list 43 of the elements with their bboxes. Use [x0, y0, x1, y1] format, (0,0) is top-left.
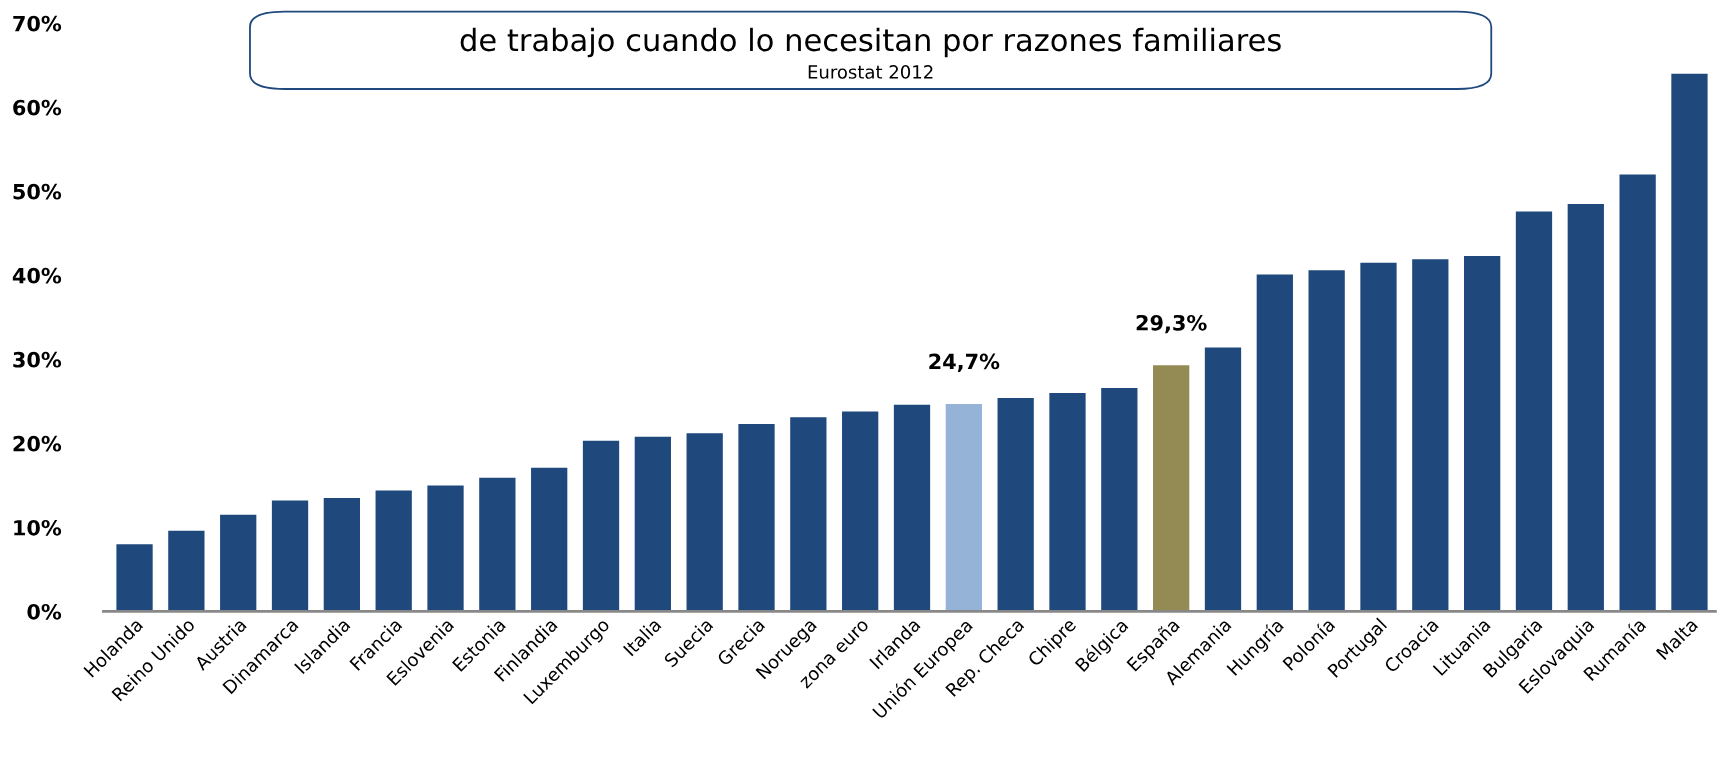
bar [427, 485, 464, 612]
bar [738, 424, 775, 612]
bar [271, 500, 309, 612]
bar [531, 467, 568, 612]
bar [842, 411, 879, 612]
bar [634, 436, 671, 612]
bar [582, 440, 620, 612]
y-tick-label: 40% [12, 267, 62, 284]
bar [116, 544, 153, 612]
bar [1619, 174, 1656, 612]
bar [1412, 259, 1449, 612]
bar [375, 490, 412, 612]
bar [1204, 347, 1242, 612]
bar [893, 404, 931, 612]
data-label: 29,3% [1136, 314, 1207, 334]
bar [168, 530, 205, 612]
bar [323, 498, 360, 612]
y-tick-label: 30% [13, 351, 62, 368]
bar [1671, 73, 1708, 612]
bar [1464, 255, 1501, 612]
y-tick-label: 0% [27, 603, 62, 620]
bar [1049, 392, 1086, 612]
bar [479, 477, 516, 612]
y-tick-label: 70% [13, 15, 62, 32]
bar [997, 398, 1034, 612]
data-label: 24,7% [929, 353, 1000, 372]
y-tick-label: 20% [13, 435, 62, 452]
bar [1256, 274, 1293, 612]
bar [1515, 211, 1553, 612]
bar [686, 433, 723, 612]
chart-title: de trabajo cuando lo necesitan por razones familiares [460, 27, 1281, 58]
y-tick-label: 60% [13, 99, 62, 116]
bar [1360, 262, 1397, 612]
bar [945, 403, 982, 612]
y-tick-label: 10% [14, 519, 62, 536]
bar [1567, 203, 1604, 612]
text: Eurostat 2012 [808, 65, 933, 79]
bar [1308, 270, 1345, 612]
bar [1153, 365, 1190, 612]
bar [220, 514, 257, 612]
y-tick-label: 50% [13, 183, 62, 200]
bar [790, 417, 827, 612]
bar [1101, 387, 1138, 612]
